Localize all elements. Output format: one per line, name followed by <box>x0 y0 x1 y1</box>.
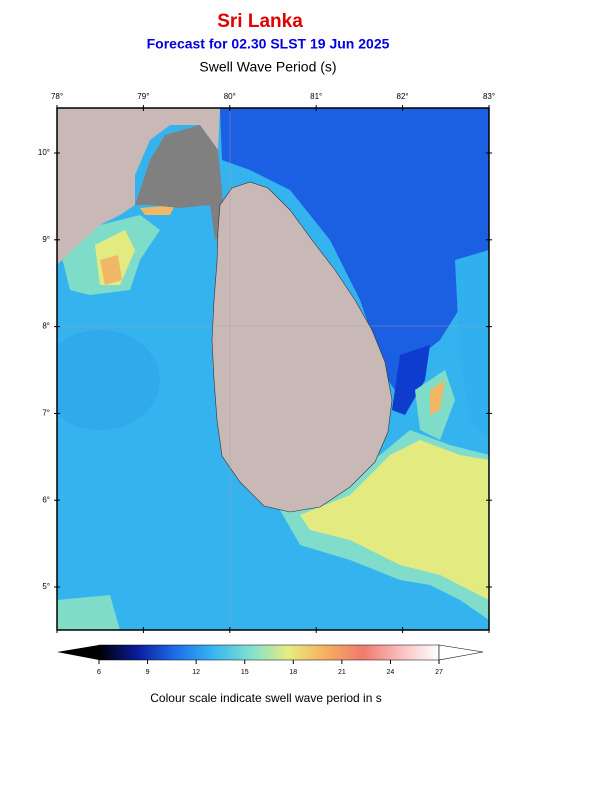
lat-label: 9° <box>42 235 50 244</box>
colorbar-tick-label: 15 <box>241 669 249 676</box>
lat-label: 6° <box>42 495 50 504</box>
axes: 78° 79° 80° 81° 82° 83° 10° 9° 8° 7° 6° 5° <box>38 92 495 633</box>
lon-label: 78° <box>51 92 63 101</box>
ocean-patch <box>140 205 175 215</box>
ocean-patch <box>57 330 160 430</box>
colorbar-tick-label: 27 <box>435 669 443 676</box>
colorbar: 6 9 12 15 18 21 24 27 <box>57 644 484 676</box>
colorbar-high-arrow <box>438 644 484 661</box>
lon-label: 81° <box>310 92 322 101</box>
subtitle: Forecast for 02.30 SLST 19 Jun 2025 <box>147 36 390 52</box>
land-shallow <box>135 125 225 240</box>
ocean-deep <box>220 108 489 395</box>
colorbar-tick-label: 6 <box>97 669 101 676</box>
ocean-patch <box>430 380 445 415</box>
lon-label: 83° <box>483 92 495 101</box>
lat-label: 7° <box>42 409 50 418</box>
lat-label: 10° <box>38 148 50 157</box>
lat-label: 8° <box>42 322 50 331</box>
ocean-deep <box>392 345 430 415</box>
colorbar-tick-label: 21 <box>338 669 346 676</box>
colorbar-tick-label: 24 <box>387 669 395 676</box>
colorbar-tick-label: 18 <box>289 669 297 676</box>
lat-label: 5° <box>42 582 50 591</box>
land-srilanka <box>211 181 393 513</box>
ocean-patch <box>300 440 489 600</box>
colorbar-tick-label: 12 <box>192 669 200 676</box>
ocean-patch <box>455 250 489 440</box>
variable: Swell Wave Period (s) <box>199 59 336 75</box>
lon-label: 79° <box>137 92 149 101</box>
ocean-patch <box>57 595 120 630</box>
lon-label: 80° <box>224 92 236 101</box>
land-india <box>57 108 220 265</box>
colorbar-gradient <box>98 644 440 661</box>
caption: Colour scale indicate swell wave period … <box>150 691 381 705</box>
map <box>57 108 489 630</box>
colorbar-low-arrow <box>57 645 99 660</box>
lon-label: 82° <box>397 92 409 101</box>
ocean-patch <box>100 255 122 285</box>
title: Sri Lanka <box>217 11 303 32</box>
map-frame <box>56 107 490 631</box>
colorbar-tick-label: 9 <box>146 669 150 676</box>
